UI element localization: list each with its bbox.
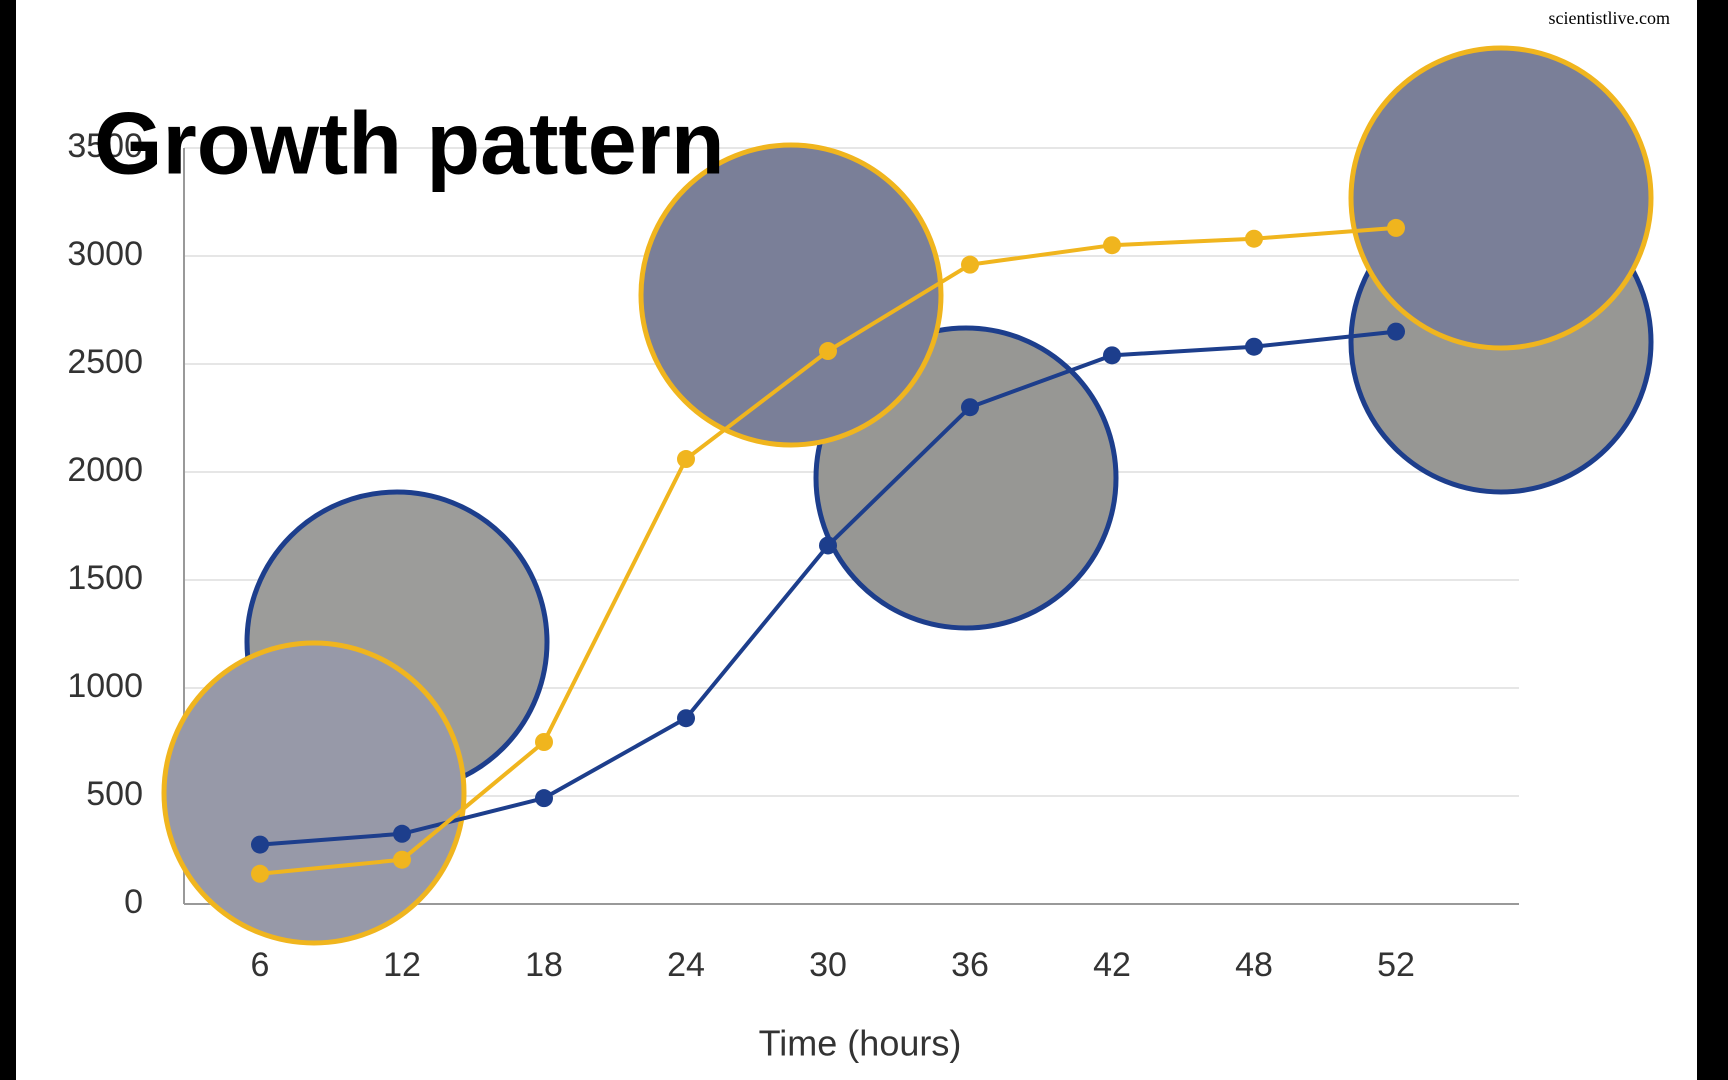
data-point [1245,337,1263,356]
x-axis-label: Time (hours) [759,1023,962,1064]
y-tick-label: 500 [86,775,143,813]
x-tick-label: 36 [951,946,989,984]
micrograph [161,640,467,946]
data-point [393,850,411,869]
plot-area: 0 500 1000 1500 2000 2500 3000 3500 6 12 18 24 30 36 4… [67,127,1519,984]
x-tick-label: 6 [251,946,270,984]
y-tick-label: 3000 [67,235,143,273]
data-point [535,789,553,808]
source: scientistlive.com [1549,8,1670,28]
micrograph [1348,45,1654,351]
x-tick-label: 30 [809,946,847,984]
data-point [251,835,269,854]
y-tick-label: 0 [124,883,143,921]
data-point [819,536,837,555]
x-tick-label: 52 [1377,946,1415,984]
data-point [393,824,411,843]
chart-title: Growth pattern [94,93,725,192]
data-point [1103,346,1121,365]
data-point [961,255,979,274]
y-tick-label: 1500 [67,559,143,597]
y-tick-label: 3500 [67,127,143,165]
micrograph [638,142,944,448]
x-tick-label: 18 [525,946,563,984]
data-point [251,864,269,883]
data-point [1103,236,1121,255]
data-point [1387,218,1405,237]
data-point [677,450,695,469]
x-tick-label: 12 [383,946,421,984]
data-point [677,709,695,728]
y-tick-label: 1000 [67,667,143,705]
data-point [1245,229,1263,248]
micrograph-circles [161,45,1654,946]
y-tick-label: 2500 [67,343,143,381]
x-tick-label: 48 [1235,946,1273,984]
data-point [1387,322,1405,341]
x-tick-label: 42 [1093,946,1131,984]
data-point [535,733,553,751]
data-point [961,398,979,417]
x-tick-label: 24 [667,946,705,984]
data-point [819,342,837,361]
series-layer [251,218,1405,883]
y-tick-label: 2000 [67,451,143,489]
